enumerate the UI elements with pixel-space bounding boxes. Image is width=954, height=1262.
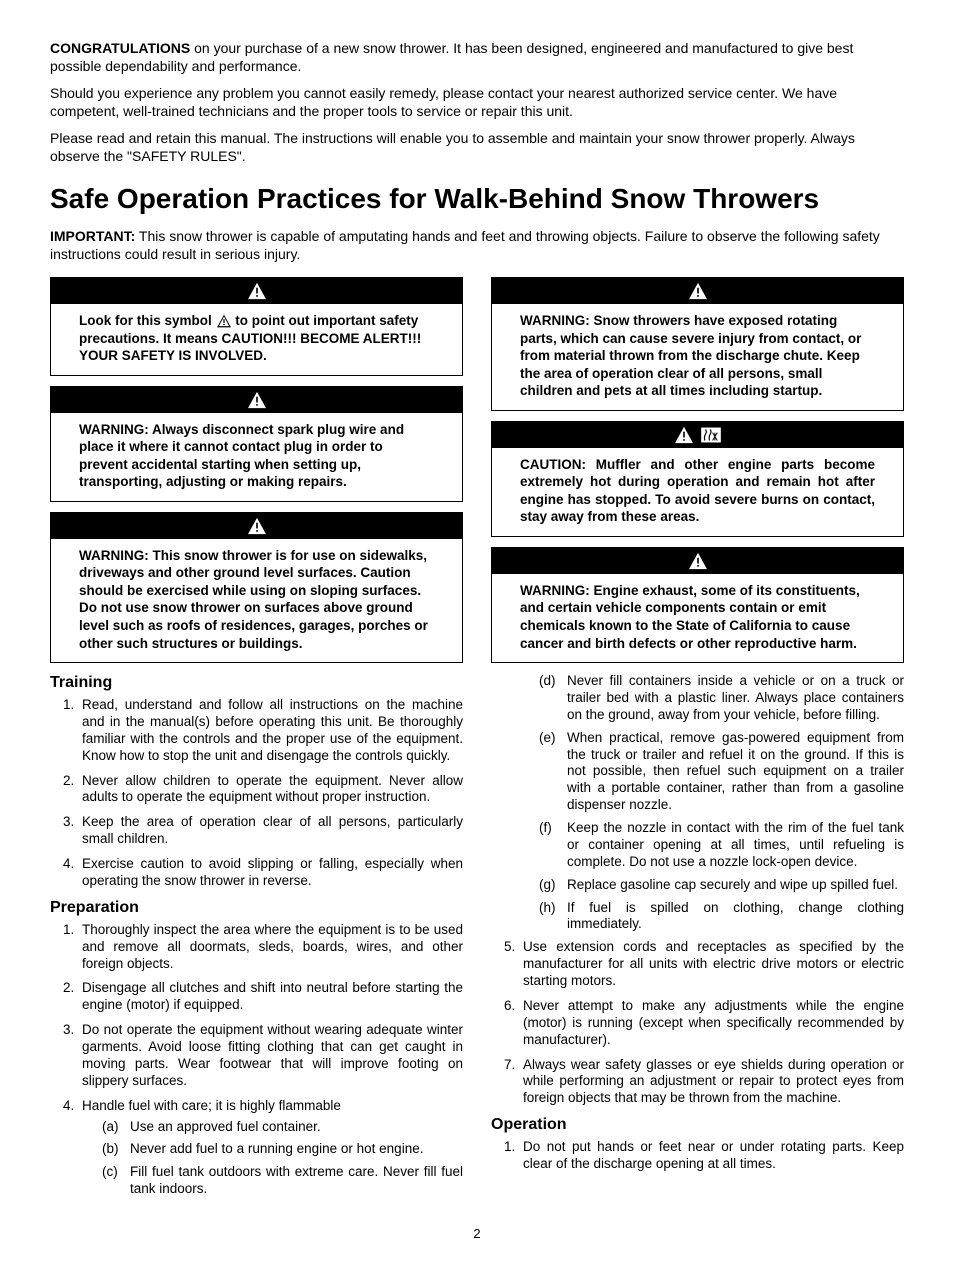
warning-triangle-icon xyxy=(247,517,267,535)
sub-label: (e) xyxy=(539,730,567,814)
list-item: Keep the area of operation clear of all … xyxy=(78,814,463,848)
list-item: Always wear safety glasses or eye shield… xyxy=(519,1057,904,1108)
warning-header xyxy=(492,422,903,448)
sub-text: If fuel is spilled on clothing, change c… xyxy=(567,900,904,934)
fuel-sublist-left: (a)Use an approved fuel container. (b)Ne… xyxy=(82,1119,463,1199)
sub-label: (a) xyxy=(102,1119,130,1136)
list-item: (e)When practical, remove gas-powered eq… xyxy=(539,730,904,814)
warning-body: WARNING: Engine exhaust, some of its con… xyxy=(492,574,903,662)
warning-body: CAUTION: Muffler and other engine parts … xyxy=(492,448,903,536)
list-item: Never attempt to make any adjustments wh… xyxy=(519,998,904,1049)
list-item-text: Handle fuel with care; it is highly flam… xyxy=(82,1098,341,1113)
congrats-label: CONGRATULATIONS xyxy=(50,40,190,56)
list-item: Thoroughly inspect the area where the eq… xyxy=(78,922,463,973)
important-text: This snow thrower is capable of amputati… xyxy=(50,228,880,262)
list-item: Do not put hands or feet near or under r… xyxy=(519,1139,904,1173)
fuel-sublist-right: (d)Never fill containers inside a vehicl… xyxy=(491,673,904,933)
sub-label: (g) xyxy=(539,877,567,894)
list-item: Use extension cords and receptacles as s… xyxy=(519,939,904,990)
list-item: (d)Never fill containers inside a vehicl… xyxy=(539,673,904,724)
sub-label: (h) xyxy=(539,900,567,934)
sub-label: (d) xyxy=(539,673,567,724)
list-item: (g)Replace gasoline cap securely and wip… xyxy=(539,877,904,894)
warning-box-symbol: Look for this symbol to point out import… xyxy=(50,277,463,376)
warning-header xyxy=(492,278,903,304)
sub-text: Replace gasoline cap securely and wipe u… xyxy=(567,877,898,894)
preparation-heading: Preparation xyxy=(50,898,463,918)
sub-label: (c) xyxy=(102,1164,130,1198)
list-item: (c)Fill fuel tank outdoors with extreme … xyxy=(102,1164,463,1198)
list-item: Exercise caution to avoid slipping or fa… xyxy=(78,856,463,890)
warning-triangle-icon xyxy=(247,282,267,300)
intro-section: CONGRATULATIONS on your purchase of a ne… xyxy=(50,40,904,165)
warning-box-hot: CAUTION: Muffler and other engine parts … xyxy=(491,421,904,537)
sub-label: (b) xyxy=(102,1141,130,1158)
left-column: Look for this symbol to point out import… xyxy=(50,277,463,1206)
page-number: 2 xyxy=(50,1226,904,1242)
sub-text: Fill fuel tank outdoors with extreme car… xyxy=(130,1164,463,1198)
warning-body: Look for this symbol to point out import… xyxy=(51,304,462,375)
warning-box-exhaust: WARNING: Engine exhaust, some of its con… xyxy=(491,547,904,663)
warning-body: WARNING: This snow thrower is for use on… xyxy=(51,539,462,662)
sub-text: Keep the nozzle in contact with the rim … xyxy=(567,820,904,871)
warning-box-rotating: WARNING: Snow throwers have exposed rota… xyxy=(491,277,904,411)
list-item: Disengage all clutches and shift into ne… xyxy=(78,980,463,1014)
right-column: WARNING: Snow throwers have exposed rota… xyxy=(491,277,904,1206)
list-item: Do not operate the equipment without wea… xyxy=(78,1022,463,1090)
preparation-list-right: Use extension cords and receptacles as s… xyxy=(491,939,904,1107)
list-item: Handle fuel with care; it is highly flam… xyxy=(78,1098,463,1198)
warning-header xyxy=(51,278,462,304)
warning-text-pre: Look for this symbol xyxy=(79,313,216,328)
sub-text: Never add fuel to a running engine or ho… xyxy=(130,1141,423,1158)
preparation-list-left: Thoroughly inspect the area where the eq… xyxy=(50,922,463,1198)
warning-header xyxy=(51,513,462,539)
training-heading: Training xyxy=(50,673,463,693)
page-title: Safe Operation Practices for Walk-Behind… xyxy=(50,181,904,216)
list-item: (h)If fuel is spilled on clothing, chang… xyxy=(539,900,904,934)
operation-list: Do not put hands or feet near or under r… xyxy=(491,1139,904,1173)
warning-body: WARNING: Snow throwers have exposed rota… xyxy=(492,304,903,410)
important-label: IMPORTANT: xyxy=(50,228,135,244)
intro-para-2: Should you experience any problem you ca… xyxy=(50,85,904,120)
sub-text: When practical, remove gas-powered equip… xyxy=(567,730,904,814)
warning-triangle-icon xyxy=(688,282,708,300)
important-note: IMPORTANT: This snow thrower is capable … xyxy=(50,228,904,263)
intro-para-3: Please read and retain this manual. The … xyxy=(50,130,904,165)
warning-box-sparkplug: WARNING: Always disconnect spark plug wi… xyxy=(50,386,463,502)
sub-label: (f) xyxy=(539,820,567,871)
warning-body: WARNING: Always disconnect spark plug wi… xyxy=(51,413,462,501)
warning-header xyxy=(492,548,903,574)
list-item: Read, understand and follow all instruct… xyxy=(78,697,463,765)
hot-surface-icon xyxy=(700,426,722,444)
intro-para-1: CONGRATULATIONS on your purchase of a ne… xyxy=(50,40,904,75)
two-column-layout: Look for this symbol to point out import… xyxy=(50,277,904,1206)
list-item: (b)Never add fuel to a running engine or… xyxy=(102,1141,463,1158)
warning-triangle-icon xyxy=(247,391,267,409)
operation-heading: Operation xyxy=(491,1115,904,1135)
warning-triangle-icon xyxy=(674,426,694,444)
warning-box-surfaces: WARNING: This snow thrower is for use on… xyxy=(50,512,463,663)
list-item: (a)Use an approved fuel container. xyxy=(102,1119,463,1136)
sub-text: Never fill containers inside a vehicle o… xyxy=(567,673,904,724)
list-item: Never allow children to operate the equi… xyxy=(78,773,463,807)
list-item: (f)Keep the nozzle in contact with the r… xyxy=(539,820,904,871)
sub-text: Use an approved fuel container. xyxy=(130,1119,321,1136)
warning-header xyxy=(51,387,462,413)
warning-triangle-icon xyxy=(688,552,708,570)
warning-triangle-icon xyxy=(216,314,232,328)
training-list: Read, understand and follow all instruct… xyxy=(50,697,463,890)
